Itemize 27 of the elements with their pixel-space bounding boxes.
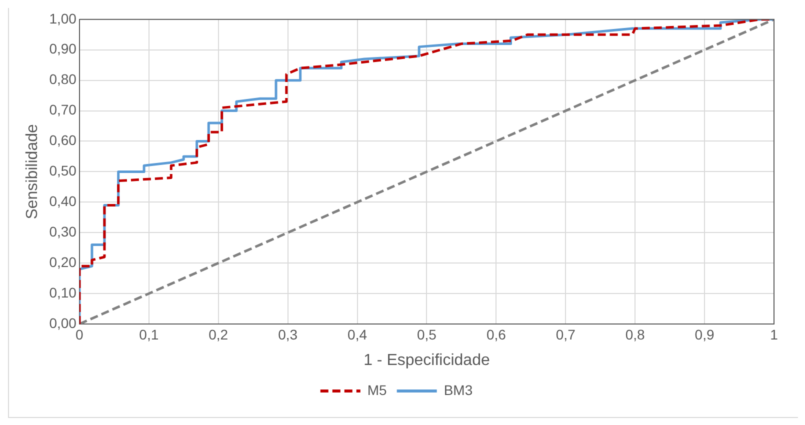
y-tick-label: 0,60 xyxy=(49,132,77,148)
y-tick-label: 0,10 xyxy=(49,284,77,300)
x-tick-label: 0,8 xyxy=(625,326,646,342)
y-tick-label: 0,20 xyxy=(49,254,77,270)
x-axis-title: 1 - Especificidade xyxy=(364,352,490,369)
x-tick-label: 0,3 xyxy=(278,326,298,342)
y-tick-label: 1,00 xyxy=(49,10,77,26)
legend-label: BM3 xyxy=(444,382,473,398)
y-tick-label: 0,00 xyxy=(49,314,77,331)
x-tick-label: 0,9 xyxy=(694,326,714,342)
legend-label: M5 xyxy=(367,382,388,398)
x-tick-label: 0,4 xyxy=(348,326,368,342)
x-tick-label: 0,1 xyxy=(139,326,159,342)
y-tick-label: 0,80 xyxy=(49,71,77,88)
x-tick-label: 0,6 xyxy=(486,326,506,342)
x-tick-label: 0,2 xyxy=(208,326,228,342)
x-tick-label: 0 xyxy=(76,326,84,342)
y-axis-title: Sensibilidade xyxy=(24,124,42,220)
line-series xyxy=(79,19,774,324)
y-tick-label: 0,30 xyxy=(49,223,77,240)
y-tick-label: 0,50 xyxy=(49,162,77,179)
y-tick-label: 0,40 xyxy=(49,193,77,210)
x-tick-label: 0,7 xyxy=(556,326,576,342)
x-tick-label: 1 xyxy=(770,326,778,342)
y-tick-label: 0,70 xyxy=(49,102,77,118)
y-tick-label: 0,90 xyxy=(49,40,77,57)
x-tick-label: 0,5 xyxy=(416,326,437,342)
